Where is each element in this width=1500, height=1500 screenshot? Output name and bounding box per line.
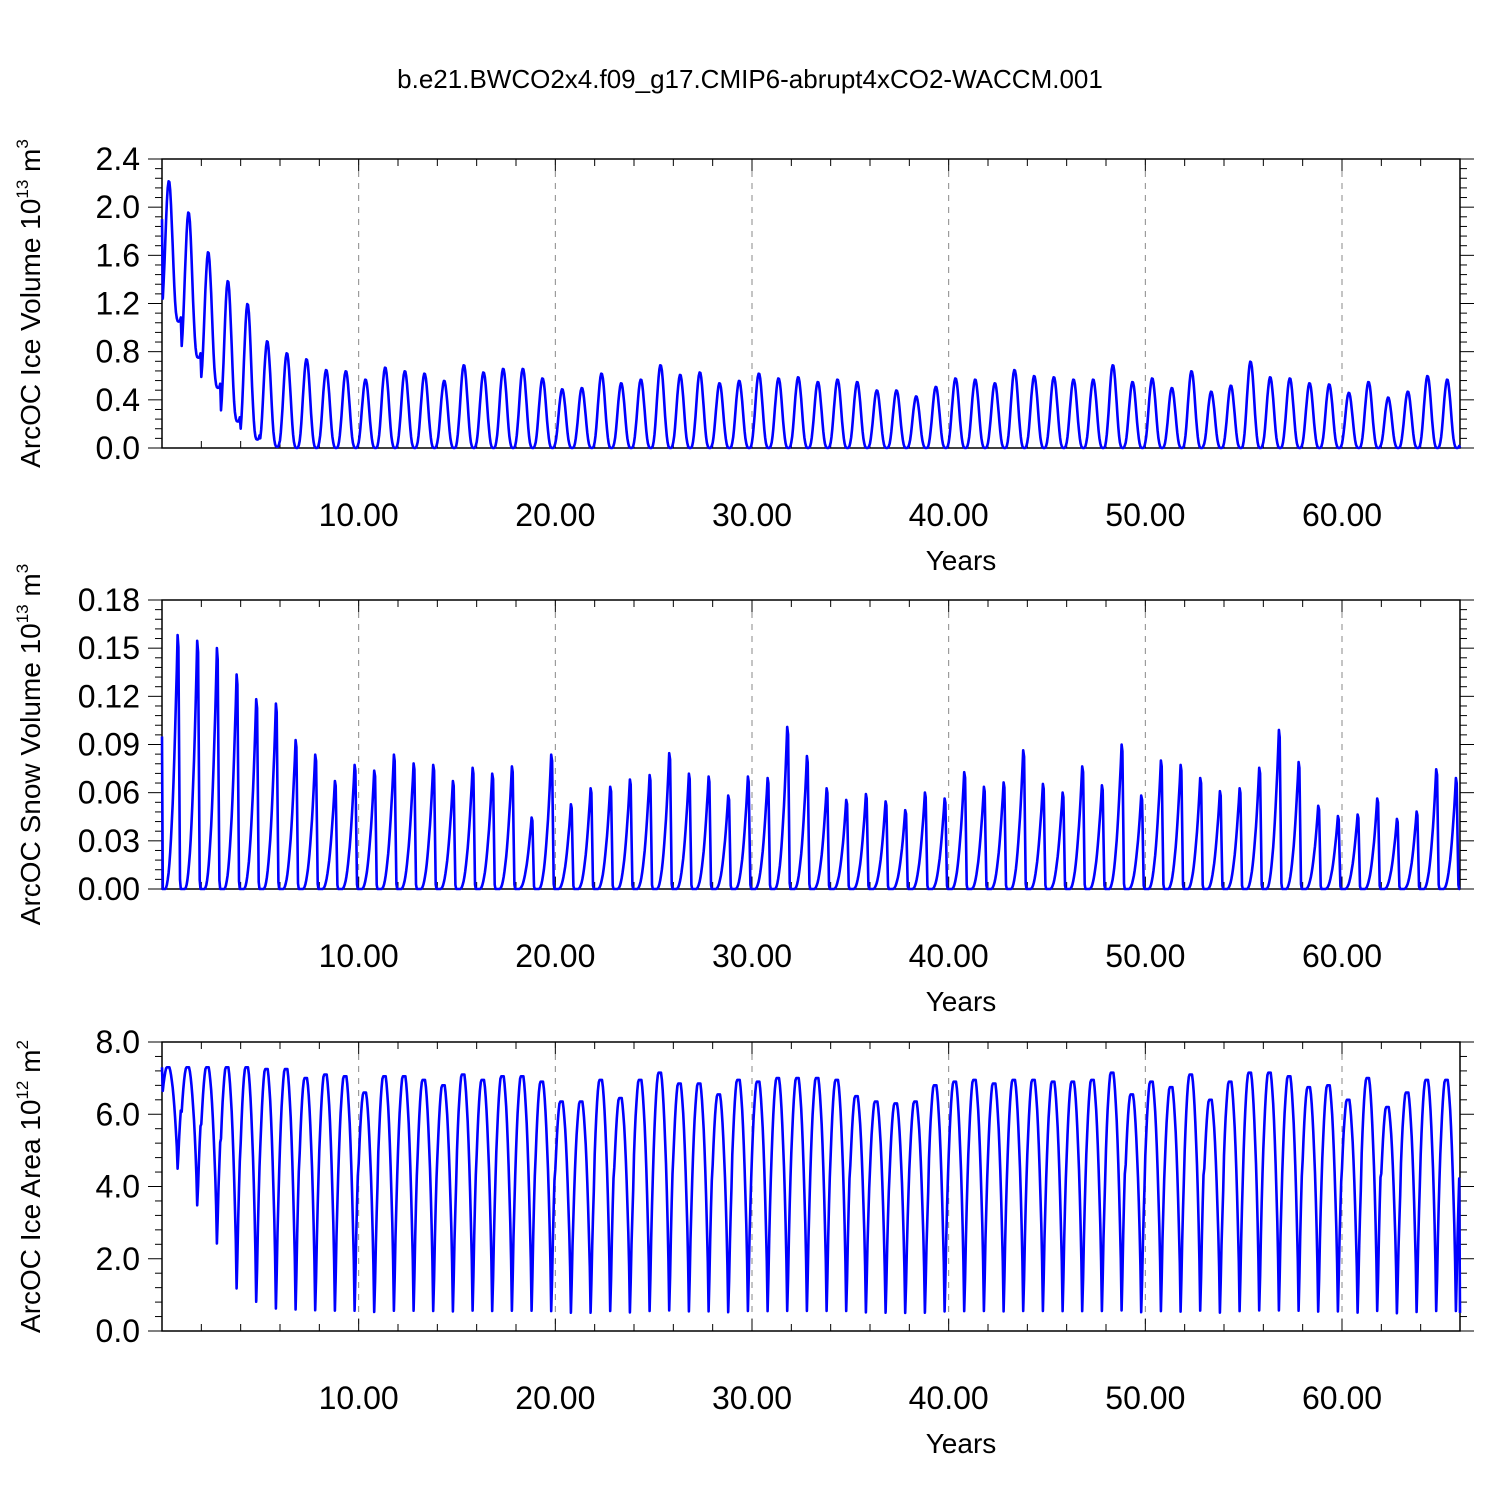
series-line	[160, 1066, 1462, 1315]
x-tick-label: 10.00	[319, 1380, 399, 1416]
y-tick-label: 0.00	[78, 871, 140, 907]
x-tick-label: 50.00	[1105, 938, 1185, 974]
x-tick-label: 30.00	[712, 497, 792, 533]
y-axis-label: ArcOC Ice Area 1012 m2	[13, 1040, 46, 1333]
x-tick-label: 20.00	[515, 497, 595, 533]
y-tick-label: 0.0	[96, 1313, 140, 1349]
y-tick-label: 8.0	[96, 1024, 140, 1060]
x-tick-label: 40.00	[909, 497, 989, 533]
y-tick-label: 0.12	[78, 678, 140, 714]
y-tick-label: 0.4	[96, 382, 140, 418]
y-tick-label: 2.0	[96, 189, 140, 225]
y-tick-label: 0.06	[78, 775, 140, 811]
panel-3: 10.00 20.00 30.00 40.00 50.00 60.00 0.0 2.0 4.0 6…	[13, 1024, 1474, 1459]
x-tick-label: 50.00	[1105, 1380, 1185, 1416]
x-tick-label: 40.00	[909, 1380, 989, 1416]
y-tick-label: 1.6	[96, 237, 140, 273]
series-line	[160, 180, 1462, 450]
y-tick-label: 4.0	[96, 1169, 140, 1205]
y-axis-label: ArcOC Ice Volume 1013 m3	[13, 139, 46, 468]
x-tick-label: 50.00	[1105, 497, 1185, 533]
x-tick-label: 30.00	[712, 938, 792, 974]
y-tick-label: 2.4	[96, 141, 140, 177]
y-tick-label: 0.0	[96, 430, 140, 466]
y-axis-label: ArcOC Snow Volume 1013 m3	[13, 564, 46, 925]
y-tick-label: 6.0	[96, 1096, 140, 1132]
x-tick-label: 60.00	[1302, 938, 1382, 974]
page-title: b.e21.BWCO2x4.f09_g17.CMIP6-abrupt4xCO2-…	[397, 64, 1103, 94]
y-tick-label: 0.18	[78, 582, 140, 618]
x-tick-label: 60.00	[1302, 497, 1382, 533]
x-axis-label: Years	[926, 986, 997, 1017]
y-tick-label: 0.09	[78, 727, 140, 763]
x-tick-label: 40.00	[909, 938, 989, 974]
x-tick-label: 30.00	[712, 1380, 792, 1416]
x-tick-label: 10.00	[319, 938, 399, 974]
x-tick-label: 60.00	[1302, 1380, 1382, 1416]
x-tick-label: 10.00	[319, 497, 399, 533]
y-tick-label: 0.03	[78, 823, 140, 859]
x-tick-label: 20.00	[515, 1380, 595, 1416]
y-tick-label: 1.2	[96, 286, 140, 322]
x-axis-label: Years	[926, 1428, 997, 1459]
x-axis-label: Years	[926, 545, 997, 576]
y-tick-label: 0.8	[96, 334, 140, 370]
y-tick-label: 2.0	[96, 1241, 140, 1277]
panel-2: 10.00 20.00 30.00 40.00 50.00 60.00 0.00 0.03 0.…	[13, 564, 1474, 1017]
series-line	[160, 633, 1461, 891]
plot-frame	[161, 158, 1461, 449]
y-tick-label: 0.15	[78, 630, 140, 666]
panel-1: 10.00 20.00 30.00 40.00 50.00 60.00 0.0 0.4 0.8 1…	[13, 139, 1474, 576]
x-tick-label: 20.00	[515, 938, 595, 974]
